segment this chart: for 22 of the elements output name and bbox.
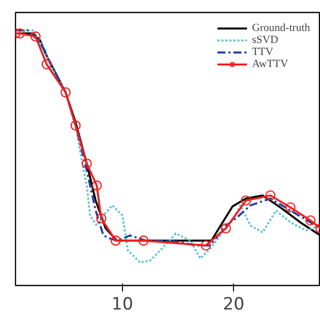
point [60, 87, 71, 98]
point [265, 190, 276, 201]
point [240, 195, 252, 206]
point [110, 236, 121, 246]
point [96, 213, 106, 224]
point [305, 215, 316, 226]
legend-label: sSVD [252, 34, 278, 46]
point [285, 202, 296, 213]
point [42, 59, 52, 70]
legend-label: Ground-truth [252, 22, 310, 34]
x-tick-label: 20 [222, 294, 244, 314]
x-tick-label: 10 [112, 294, 134, 314]
legend-label: AwTTV [252, 58, 288, 70]
point [30, 31, 41, 42]
point [16, 28, 26, 39]
point [200, 240, 211, 251]
point [220, 223, 231, 234]
point [70, 120, 81, 131]
point [92, 180, 102, 191]
legend-label: TTV [252, 46, 274, 58]
point [138, 236, 149, 246]
point [82, 158, 92, 169]
